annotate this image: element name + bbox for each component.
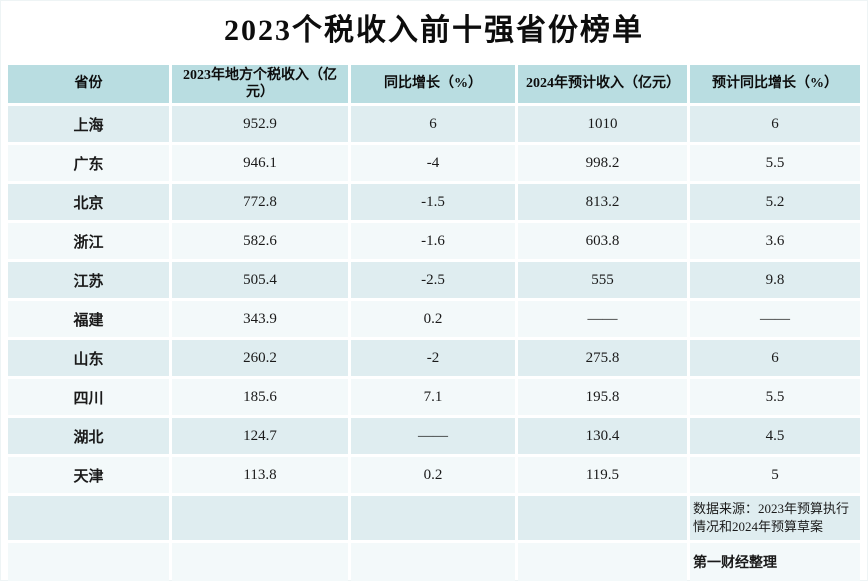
credit-row: 第一财经整理	[8, 543, 860, 581]
cell-province: 福建	[8, 301, 169, 337]
cell-2024-forecast: 813.2	[517, 184, 687, 220]
cell-yoy-growth: 0.2	[351, 457, 515, 493]
empty-cell	[517, 496, 687, 540]
cell-2023-income: 772.8	[171, 184, 348, 220]
cell-2023-income: 124.7	[171, 418, 348, 454]
cell-forecast-growth: 6	[689, 340, 860, 376]
table-row: 江苏 505.4 -2.5 555 9.8	[8, 262, 860, 298]
cell-forecast-growth: 5	[689, 457, 860, 493]
cell-yoy-growth: 6	[351, 106, 515, 142]
cell-forecast-growth: 5.2	[689, 184, 860, 220]
table-row: 湖北 124.7 —— 130.4 4.5	[8, 418, 860, 454]
col-header-forecast-growth: 预计同比增长（%）	[689, 65, 860, 103]
empty-cell	[171, 496, 348, 540]
credit-label: 第一财经整理	[689, 543, 860, 581]
col-header-province: 省份	[8, 65, 169, 103]
cell-forecast-growth: 9.8	[689, 262, 860, 298]
cell-province: 天津	[8, 457, 169, 493]
table-row: 福建 343.9 0.2 —— ——	[8, 301, 860, 337]
cell-2023-income: 343.9	[171, 301, 348, 337]
cell-province: 广东	[8, 145, 169, 181]
cell-forecast-growth: 5.5	[689, 379, 860, 415]
cell-forecast-growth: 6	[689, 106, 860, 142]
cell-province: 四川	[8, 379, 169, 415]
cell-2023-income: 260.2	[171, 340, 348, 376]
table-row: 天津 113.8 0.2 119.5 5	[8, 457, 860, 493]
empty-cell	[517, 543, 687, 581]
cell-province: 湖北	[8, 418, 169, 454]
source-row: 数据来源：2023年预算执行情况和2024年预算草案	[8, 496, 860, 540]
cell-2024-forecast: 603.8	[517, 223, 687, 259]
cell-forecast-growth: 5.5	[689, 145, 860, 181]
table-row: 上海 952.9 6 1010 6	[8, 106, 860, 142]
cell-2024-forecast: 130.4	[517, 418, 687, 454]
cell-2023-income: 505.4	[171, 262, 348, 298]
col-header-2023-income: 2023年地方个税收入（亿元）	[171, 65, 348, 103]
cell-province: 浙江	[8, 223, 169, 259]
cell-2023-income: 185.6	[171, 379, 348, 415]
cell-2024-forecast: 998.2	[517, 145, 687, 181]
table-row: 广东 946.1 -4 998.2 5.5	[8, 145, 860, 181]
table-row: 浙江 582.6 -1.6 603.8 3.6	[8, 223, 860, 259]
cell-yoy-growth: -2	[351, 340, 515, 376]
empty-cell	[171, 543, 348, 581]
data-source-note: 数据来源：2023年预算执行情况和2024年预算草案	[689, 496, 860, 540]
cell-2023-income: 952.9	[171, 106, 348, 142]
tax-ranking-table: 省份 2023年地方个税收入（亿元） 同比增长（%） 2024年预计收入（亿元）…	[5, 62, 863, 581]
table-row: 北京 772.8 -1.5 813.2 5.2	[8, 184, 860, 220]
empty-cell	[351, 496, 515, 540]
cell-forecast-growth: 4.5	[689, 418, 860, 454]
cell-yoy-growth: 0.2	[351, 301, 515, 337]
cell-yoy-growth: 7.1	[351, 379, 515, 415]
cell-yoy-growth: ——	[351, 418, 515, 454]
cell-province: 北京	[8, 184, 169, 220]
cell-2023-income: 113.8	[171, 457, 348, 493]
cell-2024-forecast: 119.5	[517, 457, 687, 493]
cell-2024-forecast: 1010	[517, 106, 687, 142]
empty-cell	[351, 543, 515, 581]
cell-2024-forecast: 275.8	[517, 340, 687, 376]
cell-forecast-growth: 3.6	[689, 223, 860, 259]
table-row: 山东 260.2 -2 275.8 6	[8, 340, 860, 376]
cell-2023-income: 946.1	[171, 145, 348, 181]
cell-province: 山东	[8, 340, 169, 376]
col-header-2024-forecast: 2024年预计收入（亿元）	[517, 65, 687, 103]
cell-province: 上海	[8, 106, 169, 142]
empty-cell	[8, 496, 169, 540]
cell-province: 江苏	[8, 262, 169, 298]
cell-2024-forecast: 555	[517, 262, 687, 298]
cell-forecast-growth: ——	[689, 301, 860, 337]
cell-2024-forecast: 195.8	[517, 379, 687, 415]
table-row: 四川 185.6 7.1 195.8 5.5	[8, 379, 860, 415]
cell-yoy-growth: -1.5	[351, 184, 515, 220]
cell-yoy-growth: -1.6	[351, 223, 515, 259]
empty-cell	[8, 543, 169, 581]
page-title: 2023个税收入前十强省份榜单	[224, 14, 644, 47]
cell-2023-income: 582.6	[171, 223, 348, 259]
col-header-yoy-growth: 同比增长（%）	[351, 65, 515, 103]
cell-yoy-growth: -4	[351, 145, 515, 181]
cell-2024-forecast: ——	[517, 301, 687, 337]
header-row: 省份 2023年地方个税收入（亿元） 同比增长（%） 2024年预计收入（亿元）…	[8, 65, 860, 103]
cell-yoy-growth: -2.5	[351, 262, 515, 298]
